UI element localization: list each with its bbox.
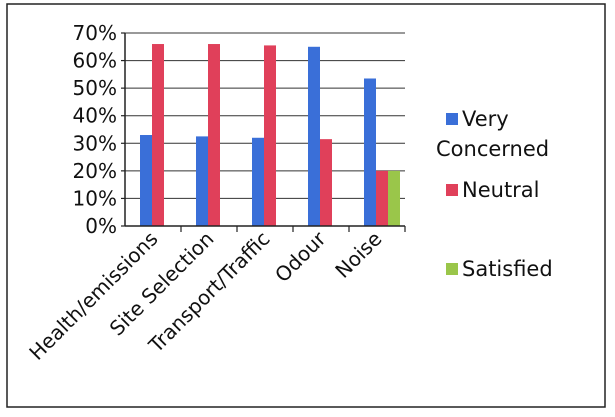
bar-very-concerned-2 — [252, 137, 264, 226]
legend-label-satisfied: Satisfied — [462, 257, 553, 281]
bars — [140, 44, 400, 227]
y-tick-label: 70% — [73, 21, 117, 45]
y-tick-label: 50% — [73, 76, 117, 100]
legend-swatch-very-concerned — [446, 113, 458, 125]
bar-very-concerned-0 — [140, 135, 152, 226]
bar-neutral-2 — [264, 45, 276, 227]
y-tick-label: 10% — [73, 186, 117, 210]
bar-neutral-3 — [320, 139, 332, 226]
y-tick-label: 0% — [85, 214, 117, 238]
legend-label-neutral: Neutral — [462, 178, 540, 202]
bar-very-concerned-3 — [308, 46, 320, 227]
bar-very-concerned-1 — [196, 136, 208, 226]
y-tick-label: 30% — [73, 131, 117, 155]
y-tick-label: 60% — [73, 49, 117, 73]
legend: Very Concerned Neutral Satisfied — [436, 107, 553, 281]
legend-swatch-neutral — [446, 184, 458, 196]
bar-satisfied-4 — [388, 170, 400, 226]
y-tick-label: 40% — [73, 104, 117, 128]
y-tick-labels: 0% 10% 20% 30% 40% 50% 60% 70% — [73, 21, 117, 238]
legend-label-very-concerned: Very Concerned — [436, 107, 549, 161]
y-tick-label: 20% — [73, 159, 117, 183]
legend-swatch-satisfied — [446, 263, 458, 275]
bar-neutral-4 — [376, 170, 388, 226]
chart-border — [6, 3, 606, 408]
bar-neutral-1 — [208, 44, 220, 227]
bar-very-concerned-4 — [364, 78, 376, 226]
axes — [121, 32, 406, 232]
bar-neutral-0 — [152, 44, 164, 227]
